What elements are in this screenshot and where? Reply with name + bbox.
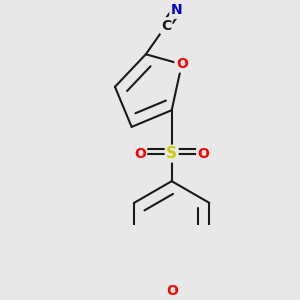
Text: O: O bbox=[166, 284, 178, 298]
Text: N: N bbox=[171, 4, 182, 17]
Text: S: S bbox=[166, 146, 177, 161]
Text: O: O bbox=[134, 147, 146, 160]
Text: C: C bbox=[161, 19, 171, 32]
Text: O: O bbox=[197, 147, 209, 160]
Text: O: O bbox=[176, 57, 188, 71]
